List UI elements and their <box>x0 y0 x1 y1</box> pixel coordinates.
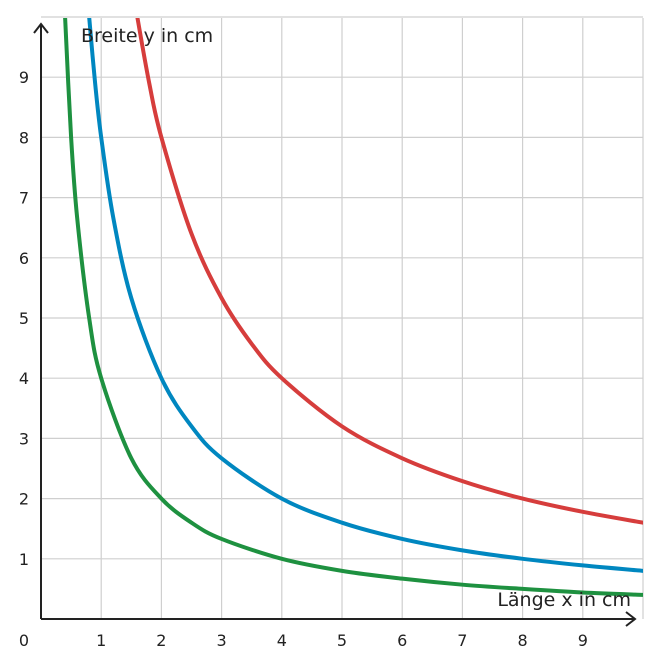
axes <box>33 22 637 627</box>
y-tick-label: 6 <box>19 249 29 268</box>
x-tick-label: 7 <box>457 631 467 650</box>
curves <box>63 18 643 597</box>
y-tick-label: 8 <box>19 128 29 147</box>
x-tick-label: 4 <box>277 631 287 650</box>
y-tick-label: 7 <box>19 189 29 208</box>
x-axis-arrow <box>625 611 637 627</box>
series-line-2 <box>87 18 643 573</box>
y-tick-label: 3 <box>19 429 29 448</box>
x-tick-label: 6 <box>397 631 407 650</box>
x-tick-label: 9 <box>578 631 588 650</box>
x-tick-label: 5 <box>337 631 347 650</box>
y-tick-label: 2 <box>19 490 29 509</box>
x-axis-label: Länge x in cm <box>497 589 631 611</box>
grid <box>41 16 644 619</box>
y-tick-label: 5 <box>19 309 29 328</box>
series-line-1 <box>63 18 643 597</box>
y-axis-label: Breite y in cm <box>81 25 213 47</box>
tick-labels: 1 2 3 4 5 6 7 8 9 1 2 3 4 5 6 7 8 9 <box>19 68 588 650</box>
y-tick-label: 1 <box>19 550 29 569</box>
y-axis-arrow <box>33 22 49 34</box>
y-tick-label: 4 <box>19 369 29 388</box>
x-tick-label: 8 <box>518 631 528 650</box>
series-line-3 <box>135 18 643 525</box>
y-tick-label: 9 <box>19 68 29 87</box>
x-tick-label: 3 <box>217 631 227 650</box>
origin-label: 0 <box>19 631 29 650</box>
x-tick-label: 1 <box>96 631 106 650</box>
x-tick-label: 2 <box>156 631 166 650</box>
